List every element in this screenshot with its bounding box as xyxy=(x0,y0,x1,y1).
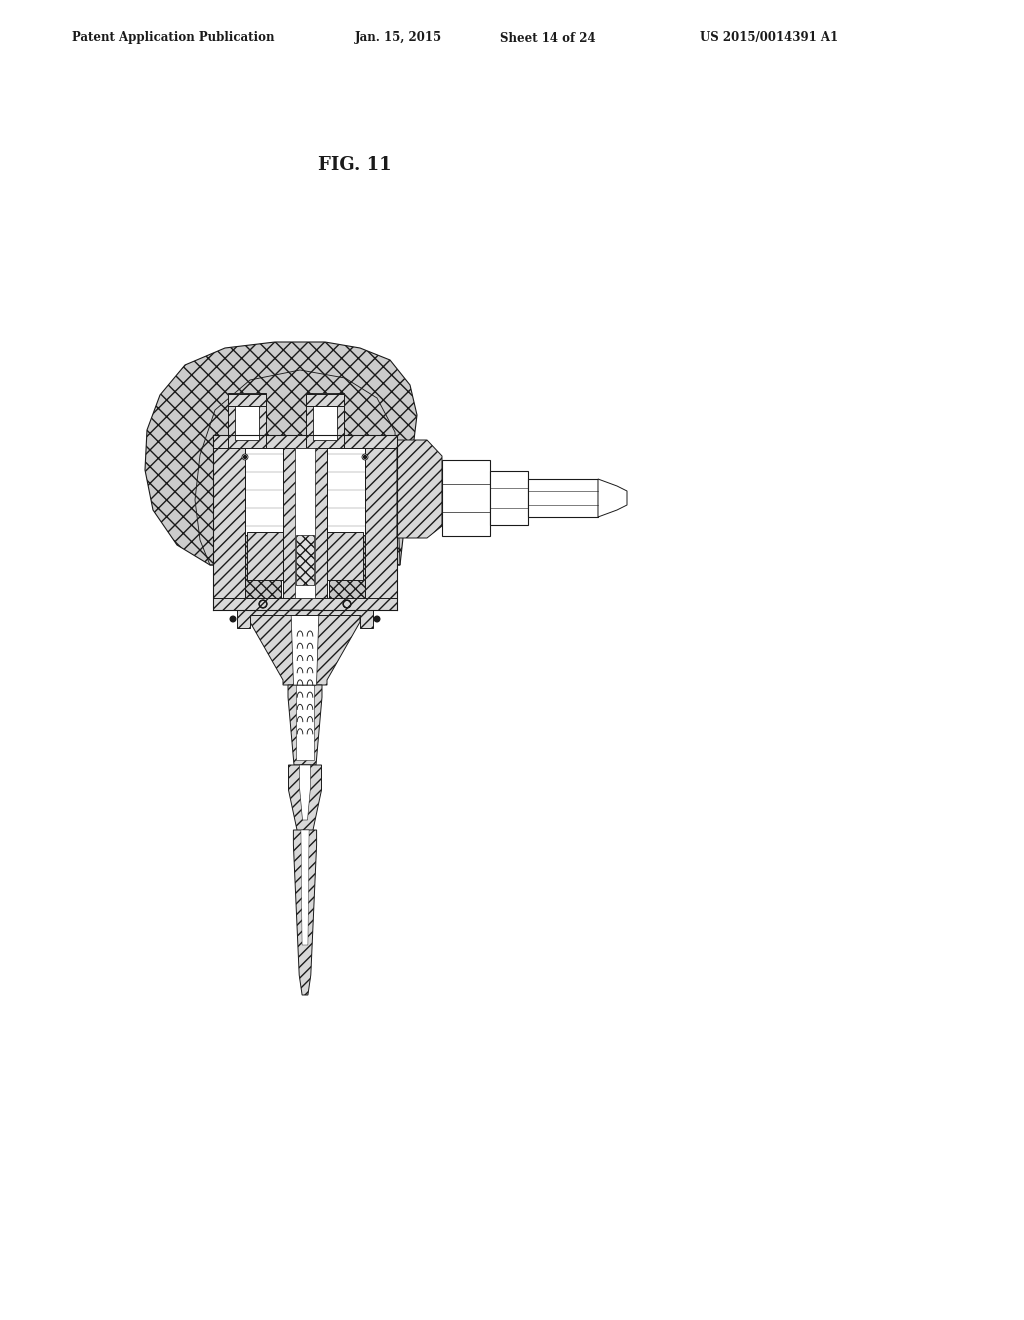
Bar xyxy=(306,393,344,407)
Polygon shape xyxy=(301,830,309,945)
Polygon shape xyxy=(329,535,365,598)
Circle shape xyxy=(364,455,367,458)
Circle shape xyxy=(374,616,380,622)
Text: Patent Application Publication: Patent Application Publication xyxy=(72,32,274,45)
Polygon shape xyxy=(245,535,281,598)
Polygon shape xyxy=(289,766,322,875)
Polygon shape xyxy=(365,436,397,610)
Polygon shape xyxy=(397,440,442,539)
Bar xyxy=(313,393,337,440)
Bar xyxy=(283,447,327,598)
Bar xyxy=(247,532,283,579)
Polygon shape xyxy=(299,766,310,820)
Bar xyxy=(234,393,259,440)
Circle shape xyxy=(242,454,248,459)
Polygon shape xyxy=(250,610,360,685)
Polygon shape xyxy=(294,830,316,995)
Polygon shape xyxy=(237,610,373,628)
Bar xyxy=(528,479,598,517)
Polygon shape xyxy=(291,610,319,685)
Bar xyxy=(490,471,528,525)
Text: Jan. 15, 2015: Jan. 15, 2015 xyxy=(355,32,442,45)
Bar xyxy=(306,393,344,447)
Bar xyxy=(228,393,266,407)
Bar xyxy=(296,535,314,585)
Text: US 2015/0014391 A1: US 2015/0014391 A1 xyxy=(700,32,838,45)
Polygon shape xyxy=(598,479,627,517)
Bar xyxy=(442,459,490,536)
Polygon shape xyxy=(296,685,314,760)
Text: FIG. 11: FIG. 11 xyxy=(318,156,392,174)
Polygon shape xyxy=(145,342,417,565)
Bar xyxy=(295,447,315,598)
Polygon shape xyxy=(288,685,322,766)
Text: Sheet 14 of 24: Sheet 14 of 24 xyxy=(500,32,596,45)
Circle shape xyxy=(362,454,368,459)
Polygon shape xyxy=(213,436,245,610)
Bar xyxy=(245,436,365,610)
Polygon shape xyxy=(213,598,397,610)
Circle shape xyxy=(244,455,247,458)
Circle shape xyxy=(230,616,236,622)
Polygon shape xyxy=(213,436,397,447)
Bar xyxy=(327,532,362,579)
Bar xyxy=(228,393,266,447)
